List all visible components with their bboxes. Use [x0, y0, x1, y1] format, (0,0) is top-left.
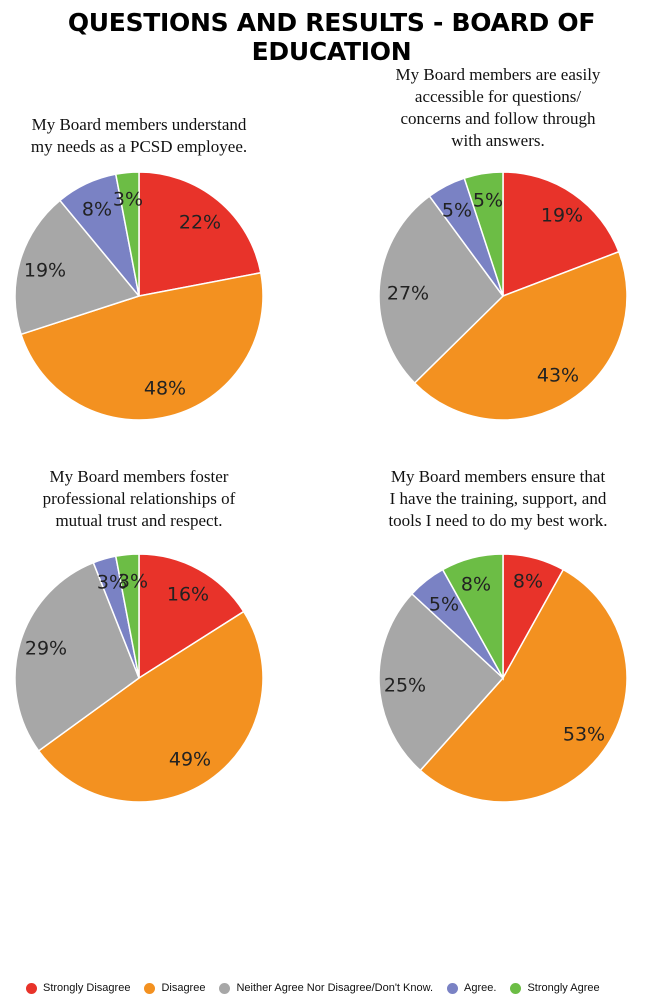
legend-swatch [26, 983, 37, 994]
slice-label: 3% [113, 189, 143, 211]
slice-label: 48% [144, 378, 186, 400]
slice-label: 27% [387, 283, 429, 305]
slice-label: 49% [169, 749, 211, 771]
legend: Strongly Disagree Disagree Neither Agree… [26, 982, 600, 994]
slice-label: 25% [384, 675, 426, 697]
legend-label: Neither Agree Nor Disagree/Don't Know. [236, 982, 433, 994]
legend-swatch [510, 983, 521, 994]
legend-label: Strongly Agree [527, 982, 599, 994]
legend-item-agree: Agree. [447, 982, 496, 994]
slice-label: 5% [473, 190, 503, 212]
pie-charts: 22%48%19%8% 3%19%43%27%5% 5%16%49%29%3%3% 8… [0, 0, 663, 970]
slice-label: 8% [513, 571, 543, 593]
legend-item-disagree: Disagree [144, 982, 205, 994]
legend-swatch [219, 983, 230, 994]
slice-label: 19% [541, 205, 583, 227]
slice-label: 8% [461, 574, 491, 596]
slice-label: 16% [167, 584, 209, 606]
slice-label: 8% [82, 199, 112, 221]
slice-label: 53% [563, 724, 605, 746]
legend-item-strongly-disagree: Strongly Disagree [26, 982, 130, 994]
legend-label: Agree. [464, 982, 496, 994]
slice-label: 3% [118, 571, 148, 593]
legend-item-strongly-agree: Strongly Agree [510, 982, 599, 994]
legend-label: Disagree [161, 982, 205, 994]
legend-item-neither: Neither Agree Nor Disagree/Don't Know. [219, 982, 433, 994]
slice-label: 5% [442, 200, 472, 222]
slice-label: 5% [429, 594, 459, 616]
legend-label: Strongly Disagree [43, 982, 130, 994]
slice-label: 29% [25, 638, 67, 660]
slice-label: 19% [24, 260, 66, 282]
legend-swatch [144, 983, 155, 994]
legend-swatch [447, 983, 458, 994]
slice-label: 22% [179, 212, 221, 234]
slice-label: 43% [537, 365, 579, 387]
